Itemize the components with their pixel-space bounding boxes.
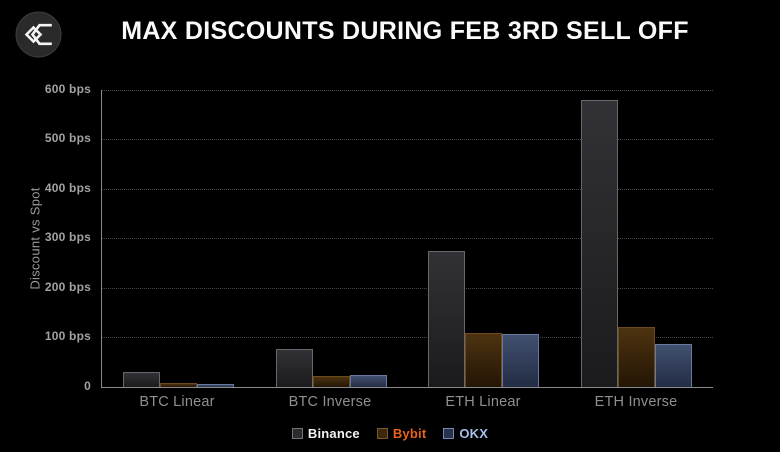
legend-swatch-okx xyxy=(443,428,455,439)
x-axis-labels: BTC Linear BTC Inverse ETH Linear ETH Inver… xyxy=(101,394,712,414)
bar-okx-btc-inverse xyxy=(349,375,387,387)
chart-title: MAX DISCOUNTS DURING FEB 3RD SELL OFF xyxy=(121,17,689,45)
y-tick-label: 500 bps xyxy=(44,131,91,145)
sigma-diamond-logo-icon xyxy=(15,11,62,58)
legend-item-bybit: Bybit xyxy=(376,426,427,441)
x-axis-label-eth-inverse: ETH Inverse xyxy=(594,394,678,410)
gridline xyxy=(102,238,713,239)
bar-group-btc-linear xyxy=(122,90,235,387)
y-axis-tick-labels: 600 bps 500 bps 400 bps 300 bps 200 bps 100 b… xyxy=(0,82,96,393)
bar-okx-btc-linear xyxy=(196,384,234,387)
gridline xyxy=(102,139,713,140)
y-tick-label: 600 bps xyxy=(44,82,91,96)
x-axis-label-eth-linear: ETH Linear xyxy=(445,394,521,410)
plot-area xyxy=(101,90,713,388)
legend-item-binance: Binance xyxy=(291,426,360,441)
gridline xyxy=(102,90,713,91)
bar-bybit-btc-linear xyxy=(159,383,197,387)
gridline xyxy=(102,189,713,190)
y-tick-label: 200 bps xyxy=(44,280,91,294)
legend-label-bybit: Bybit xyxy=(392,426,427,441)
bar-binance-btc-linear xyxy=(122,372,160,387)
gridline xyxy=(102,288,713,289)
legend-label-binance: Binance xyxy=(307,426,360,441)
bar-group-eth-inverse xyxy=(580,90,693,387)
y-tick-label: 300 bps xyxy=(44,230,91,244)
brand-logo xyxy=(15,11,62,58)
bar-group-eth-linear xyxy=(427,90,540,387)
y-tick-label: 100 bps xyxy=(44,329,91,343)
bar-binance-btc-inverse xyxy=(275,349,313,387)
legend-swatch-binance xyxy=(291,428,303,439)
legend-label-okx: OKX xyxy=(459,426,489,441)
bar-groups xyxy=(102,90,713,387)
bar-bybit-btc-inverse xyxy=(312,376,350,387)
bar-bybit-eth-linear xyxy=(465,333,503,387)
y-tick-label: 0 xyxy=(84,379,91,393)
bar-okx-eth-inverse xyxy=(655,344,693,387)
x-axis-label-btc-linear: BTC Linear xyxy=(139,394,215,410)
bar-bybit-eth-inverse xyxy=(618,327,656,387)
gridline xyxy=(102,337,713,338)
bar-okx-eth-linear xyxy=(502,334,540,387)
bar-binance-eth-inverse xyxy=(581,100,619,387)
bar-group-btc-inverse xyxy=(275,90,388,387)
x-axis-label-btc-inverse: BTC Inverse xyxy=(288,394,372,410)
bar-binance-eth-linear xyxy=(428,251,466,387)
y-tick-label: 400 bps xyxy=(44,181,91,195)
legend-swatch-bybit xyxy=(376,428,388,439)
legend-item-okx: OKX xyxy=(443,426,488,441)
legend: Binance Bybit OKX xyxy=(0,426,780,441)
